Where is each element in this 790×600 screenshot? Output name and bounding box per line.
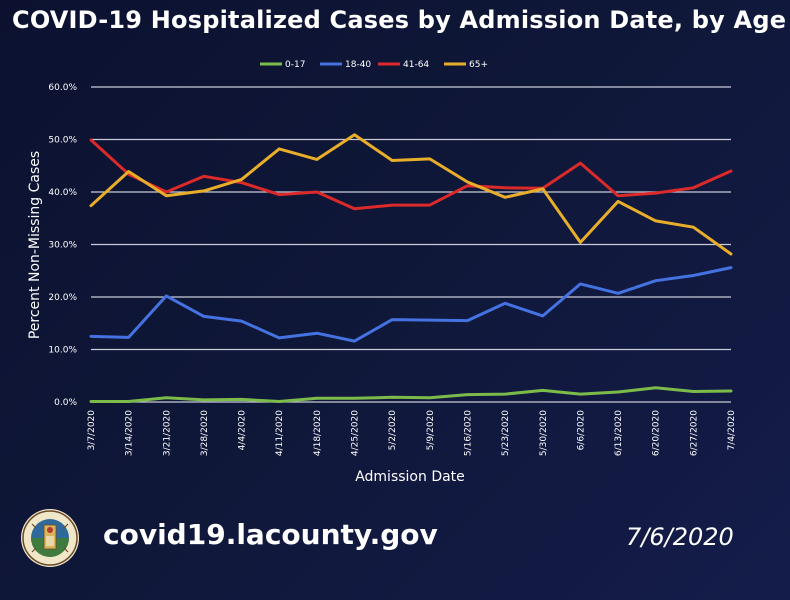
x-tick-label: 6/13/2020 bbox=[614, 410, 624, 456]
y-tick-label: 50.0% bbox=[48, 136, 77, 146]
y-tick-label: 10.0% bbox=[48, 346, 77, 356]
x-tick-label: 5/2/2020 bbox=[388, 410, 398, 451]
series-line-18-40 bbox=[89, 266, 733, 343]
website-url: covid19.lacounty.gov bbox=[103, 518, 438, 551]
x-tick-label: 5/16/2020 bbox=[463, 410, 473, 456]
report-date: 7/6/2020 bbox=[626, 523, 734, 551]
x-tick-label: 4/4/2020 bbox=[238, 410, 248, 451]
x-axis-title: Admission Date bbox=[355, 469, 465, 485]
gridlines bbox=[91, 86, 731, 403]
x-tick-label: 3/14/2020 bbox=[125, 410, 135, 456]
legend: 0-17 18-40 41-64 65+ bbox=[260, 60, 488, 70]
x-tick-label: 6/6/2020 bbox=[576, 410, 586, 451]
legend-label: 65+ bbox=[469, 60, 488, 70]
x-tick-label: 5/9/2020 bbox=[426, 410, 436, 451]
county-seal-logo bbox=[20, 508, 80, 572]
y-axis-ticks: 0.0% 10.0% 20.0% 30.0% 40.0% 50.0% 60.0% bbox=[48, 83, 77, 408]
x-tick-label: 6/20/2020 bbox=[652, 410, 662, 456]
y-tick-label: 20.0% bbox=[48, 293, 77, 303]
x-axis-ticks: 3/7/2020 3/14/2020 3/21/2020 3/28/2020 4/4/2… bbox=[87, 410, 737, 456]
x-tick-label: 5/30/2020 bbox=[539, 410, 549, 456]
series-line-41-64 bbox=[89, 138, 733, 211]
x-tick-label: 3/7/2020 bbox=[87, 410, 97, 451]
series-line-0-17 bbox=[89, 386, 733, 403]
series-line-65+ bbox=[89, 133, 733, 256]
x-tick-label: 4/18/2020 bbox=[313, 410, 323, 456]
x-tick-label: 4/11/2020 bbox=[275, 410, 285, 456]
series-lines bbox=[89, 133, 733, 403]
x-tick-label: 3/28/2020 bbox=[200, 410, 210, 456]
y-axis-title: Percent Non-Missing Cases bbox=[27, 151, 43, 339]
y-tick-label: 30.0% bbox=[48, 241, 77, 251]
legend-label: 0-17 bbox=[285, 60, 305, 70]
x-tick-label: 7/4/2020 bbox=[727, 410, 737, 451]
y-tick-label: 0.0% bbox=[54, 398, 77, 408]
legend-label: 41-64 bbox=[403, 60, 429, 70]
chart-title: COVID-19 Hospitalized Cases by Admission… bbox=[12, 6, 787, 34]
x-tick-label: 6/27/2020 bbox=[689, 410, 699, 456]
y-tick-label: 60.0% bbox=[48, 83, 77, 93]
x-tick-label: 4/25/2020 bbox=[351, 410, 361, 456]
x-tick-label: 5/23/2020 bbox=[501, 410, 511, 456]
x-tick-label: 3/21/2020 bbox=[162, 410, 172, 456]
legend-label: 18-40 bbox=[345, 60, 371, 70]
y-tick-label: 40.0% bbox=[48, 188, 77, 198]
